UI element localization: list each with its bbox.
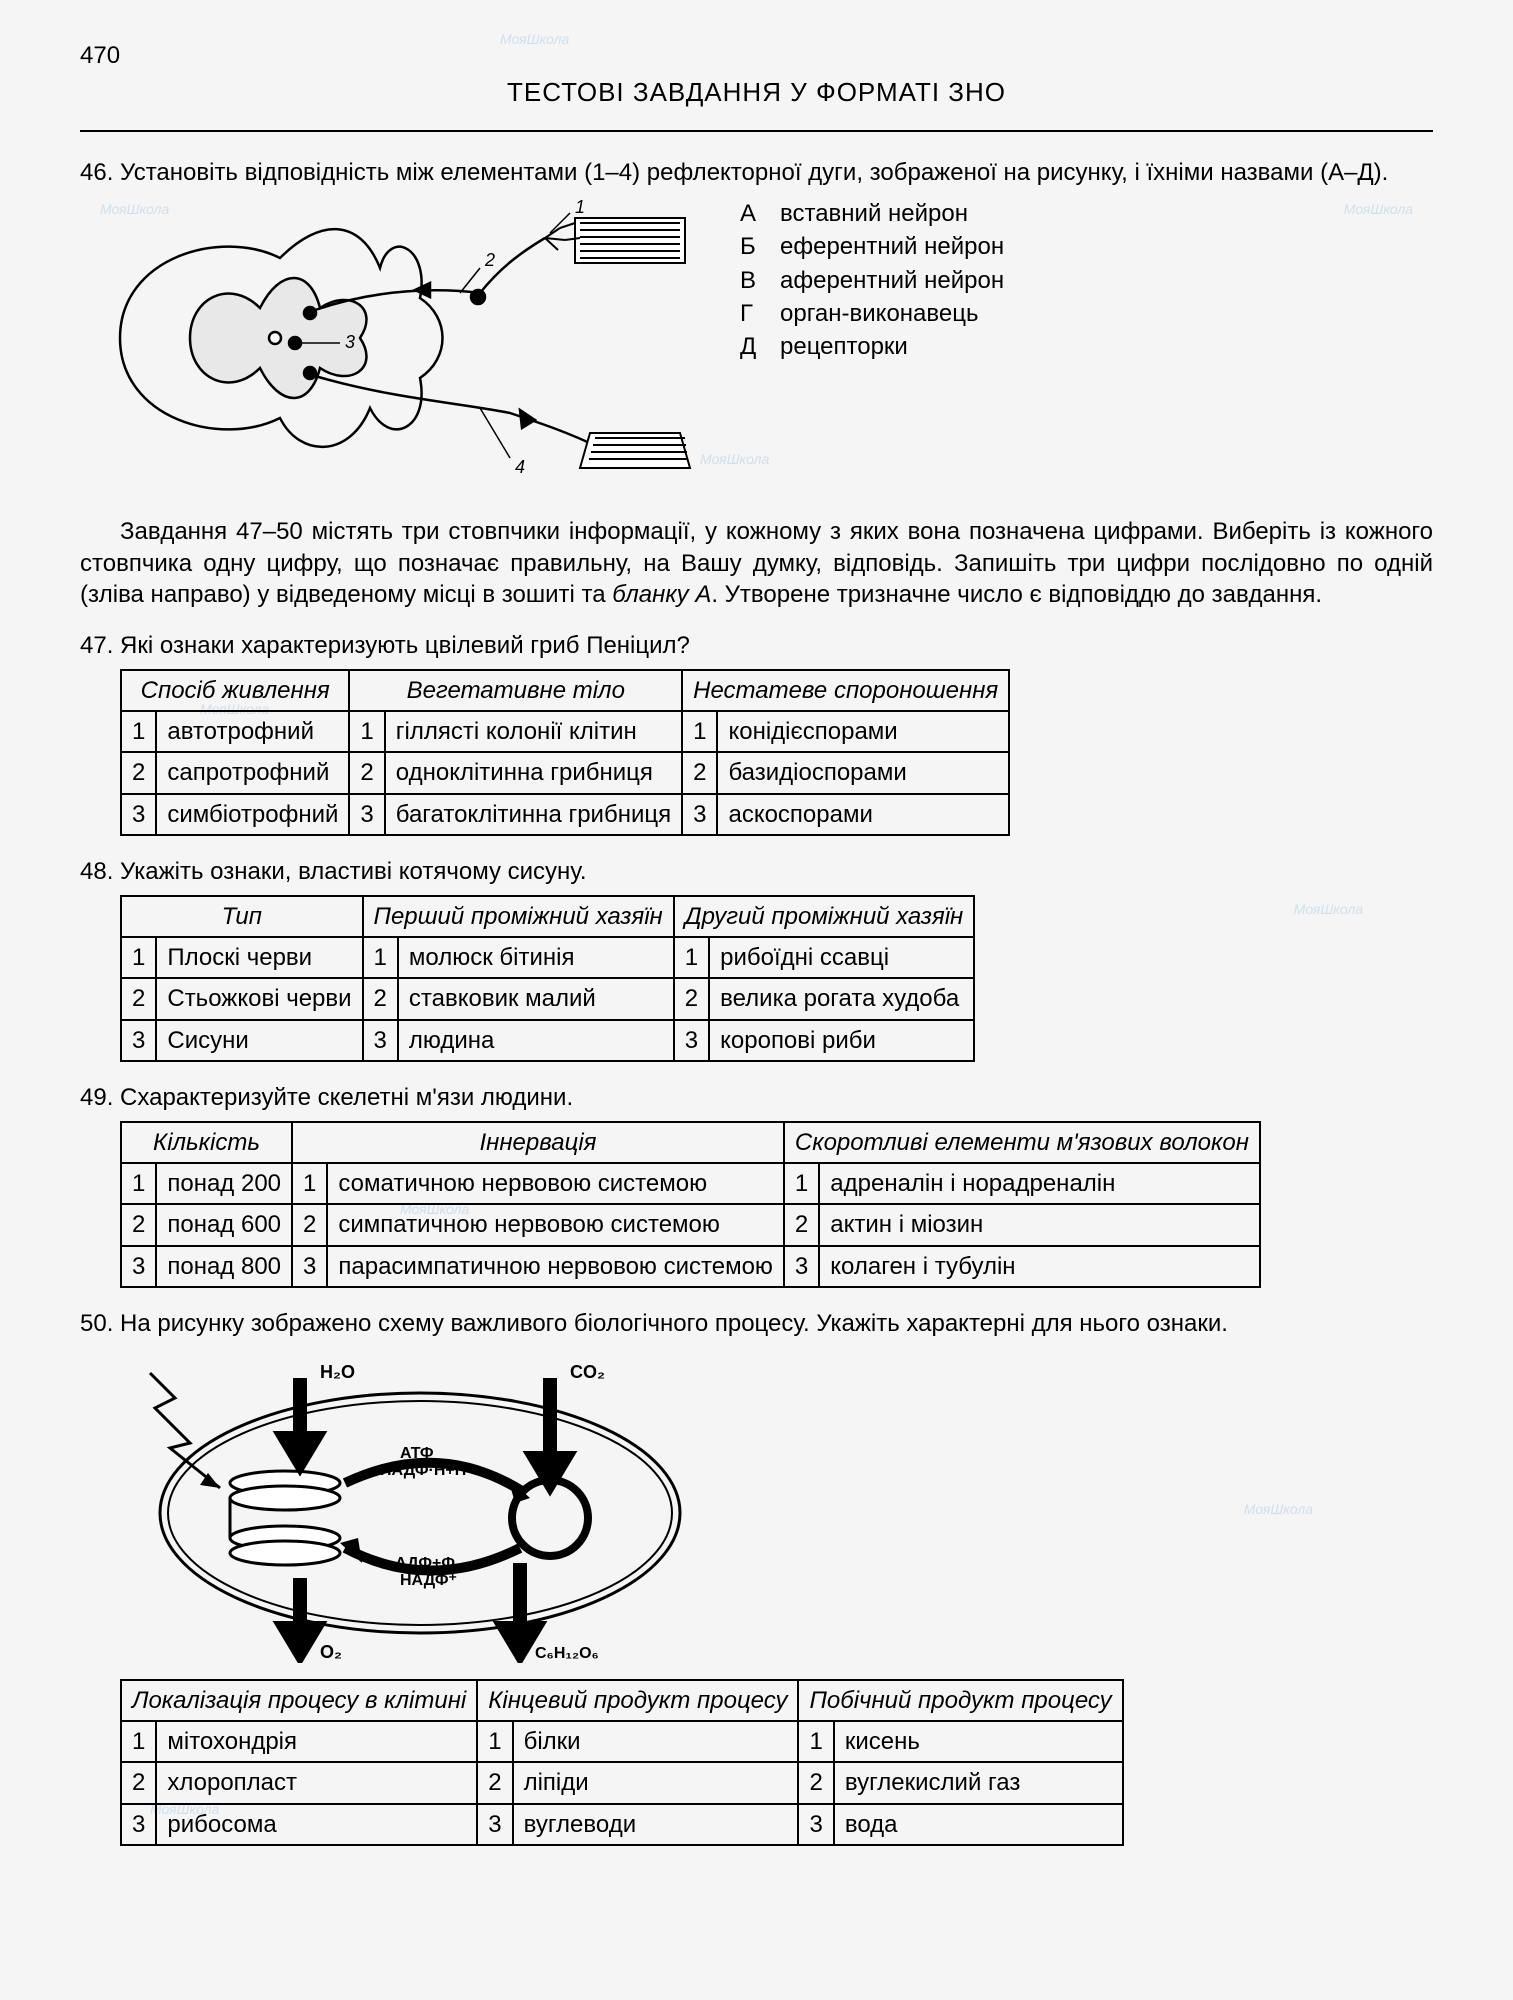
table-row: 2понад 6002симпатичною нервовою системою… <box>121 1204 1260 1245</box>
table-row: 1Плоскі черви1молюск бітинія1рибоїдні сс… <box>121 937 974 978</box>
table-row: 3Сисуни3людина3коропові риби <box>121 1020 974 1061</box>
q46-label-1: 1 <box>575 198 585 217</box>
table-row: 3понад 8003парасимпатичною нервовою сист… <box>121 1246 1260 1287</box>
q50-diagram: H₂O CO₂ O₂ C₆H₁₂O₆ <box>120 1343 720 1663</box>
label-sugar: C₆H₁₂O₆ <box>535 1645 599 1662</box>
q46-label-2: 2 <box>484 250 495 270</box>
question-49: 49. Схарактеризуйте скелетні м'язи людин… <box>80 1082 1433 1288</box>
table-row: 3симбіотрофний3багатоклітинна грибниця3а… <box>121 794 1009 835</box>
table-row: 1автотрофний1гіллясті колонії клітин1кон… <box>121 711 1009 752</box>
table-row: 2хлоропласт2ліпіди2вуглекислий газ <box>121 1762 1123 1803</box>
label-h2o: H₂O <box>320 1362 355 1382</box>
q47-table: Спосіб живлення Вегетативне тіло Нестате… <box>120 669 1010 836</box>
label-adp: АДФ+Ф <box>395 1555 455 1572</box>
page-number: 470 <box>80 40 1433 71</box>
q46-label-4: 4 <box>515 457 525 477</box>
label-nadph: НАДФ·Н+Н⁺ <box>380 1462 475 1479</box>
page-title: ТЕСТОВІ ЗАВДАННЯ У ФОРМАТІ ЗНО <box>80 76 1433 110</box>
question-46: 46. Установіть відповідність між елемент… <box>80 157 1433 486</box>
table-row: 2Стьожкові черви2ставковик малий2велика … <box>121 978 974 1019</box>
table-row: 1понад 2001соматичною нервовою системою1… <box>121 1163 1260 1204</box>
instructions-47-50: Завдання 47–50 містять три стовпчики інф… <box>80 516 1433 610</box>
label-nadp: НАДФ⁺ <box>400 1572 457 1589</box>
label-atp: АТФ <box>400 1445 434 1462</box>
question-48: 48. Укажіть ознаки, властиві котячому си… <box>80 856 1433 1062</box>
table-row: 2сапротрофний2одноклітинна грибниця2бази… <box>121 752 1009 793</box>
question-50: 50. На рисунку зображено схему важливого… <box>80 1308 1433 1846</box>
table-row: 3рибосома3вуглеводи3вода <box>121 1804 1123 1845</box>
title-rule <box>80 130 1433 132</box>
q48-table: Тип Перший проміжний хазяїн Другий промі… <box>120 895 975 1062</box>
q50-table: Локалізація процесу в клітині Кінцевий п… <box>120 1679 1124 1846</box>
q46-diagram: 1 2 3 4 <box>80 198 700 486</box>
table-row: 1мітохондрія1білки1кисень <box>121 1721 1123 1762</box>
q49-table: Кількість Іннервація Скоротливі елементи… <box>120 1121 1261 1288</box>
q46-options: Авставний нейрон Беферентний нейрон Вафе… <box>740 198 1004 364</box>
q46-text: 46. Установіть відповідність між елемент… <box>80 157 1433 188</box>
label-co2: CO₂ <box>570 1362 605 1382</box>
label-o2: O₂ <box>320 1642 342 1662</box>
q46-label-3: 3 <box>345 332 355 352</box>
question-47: 47. Які ознаки характеризують цвілевий г… <box>80 630 1433 836</box>
